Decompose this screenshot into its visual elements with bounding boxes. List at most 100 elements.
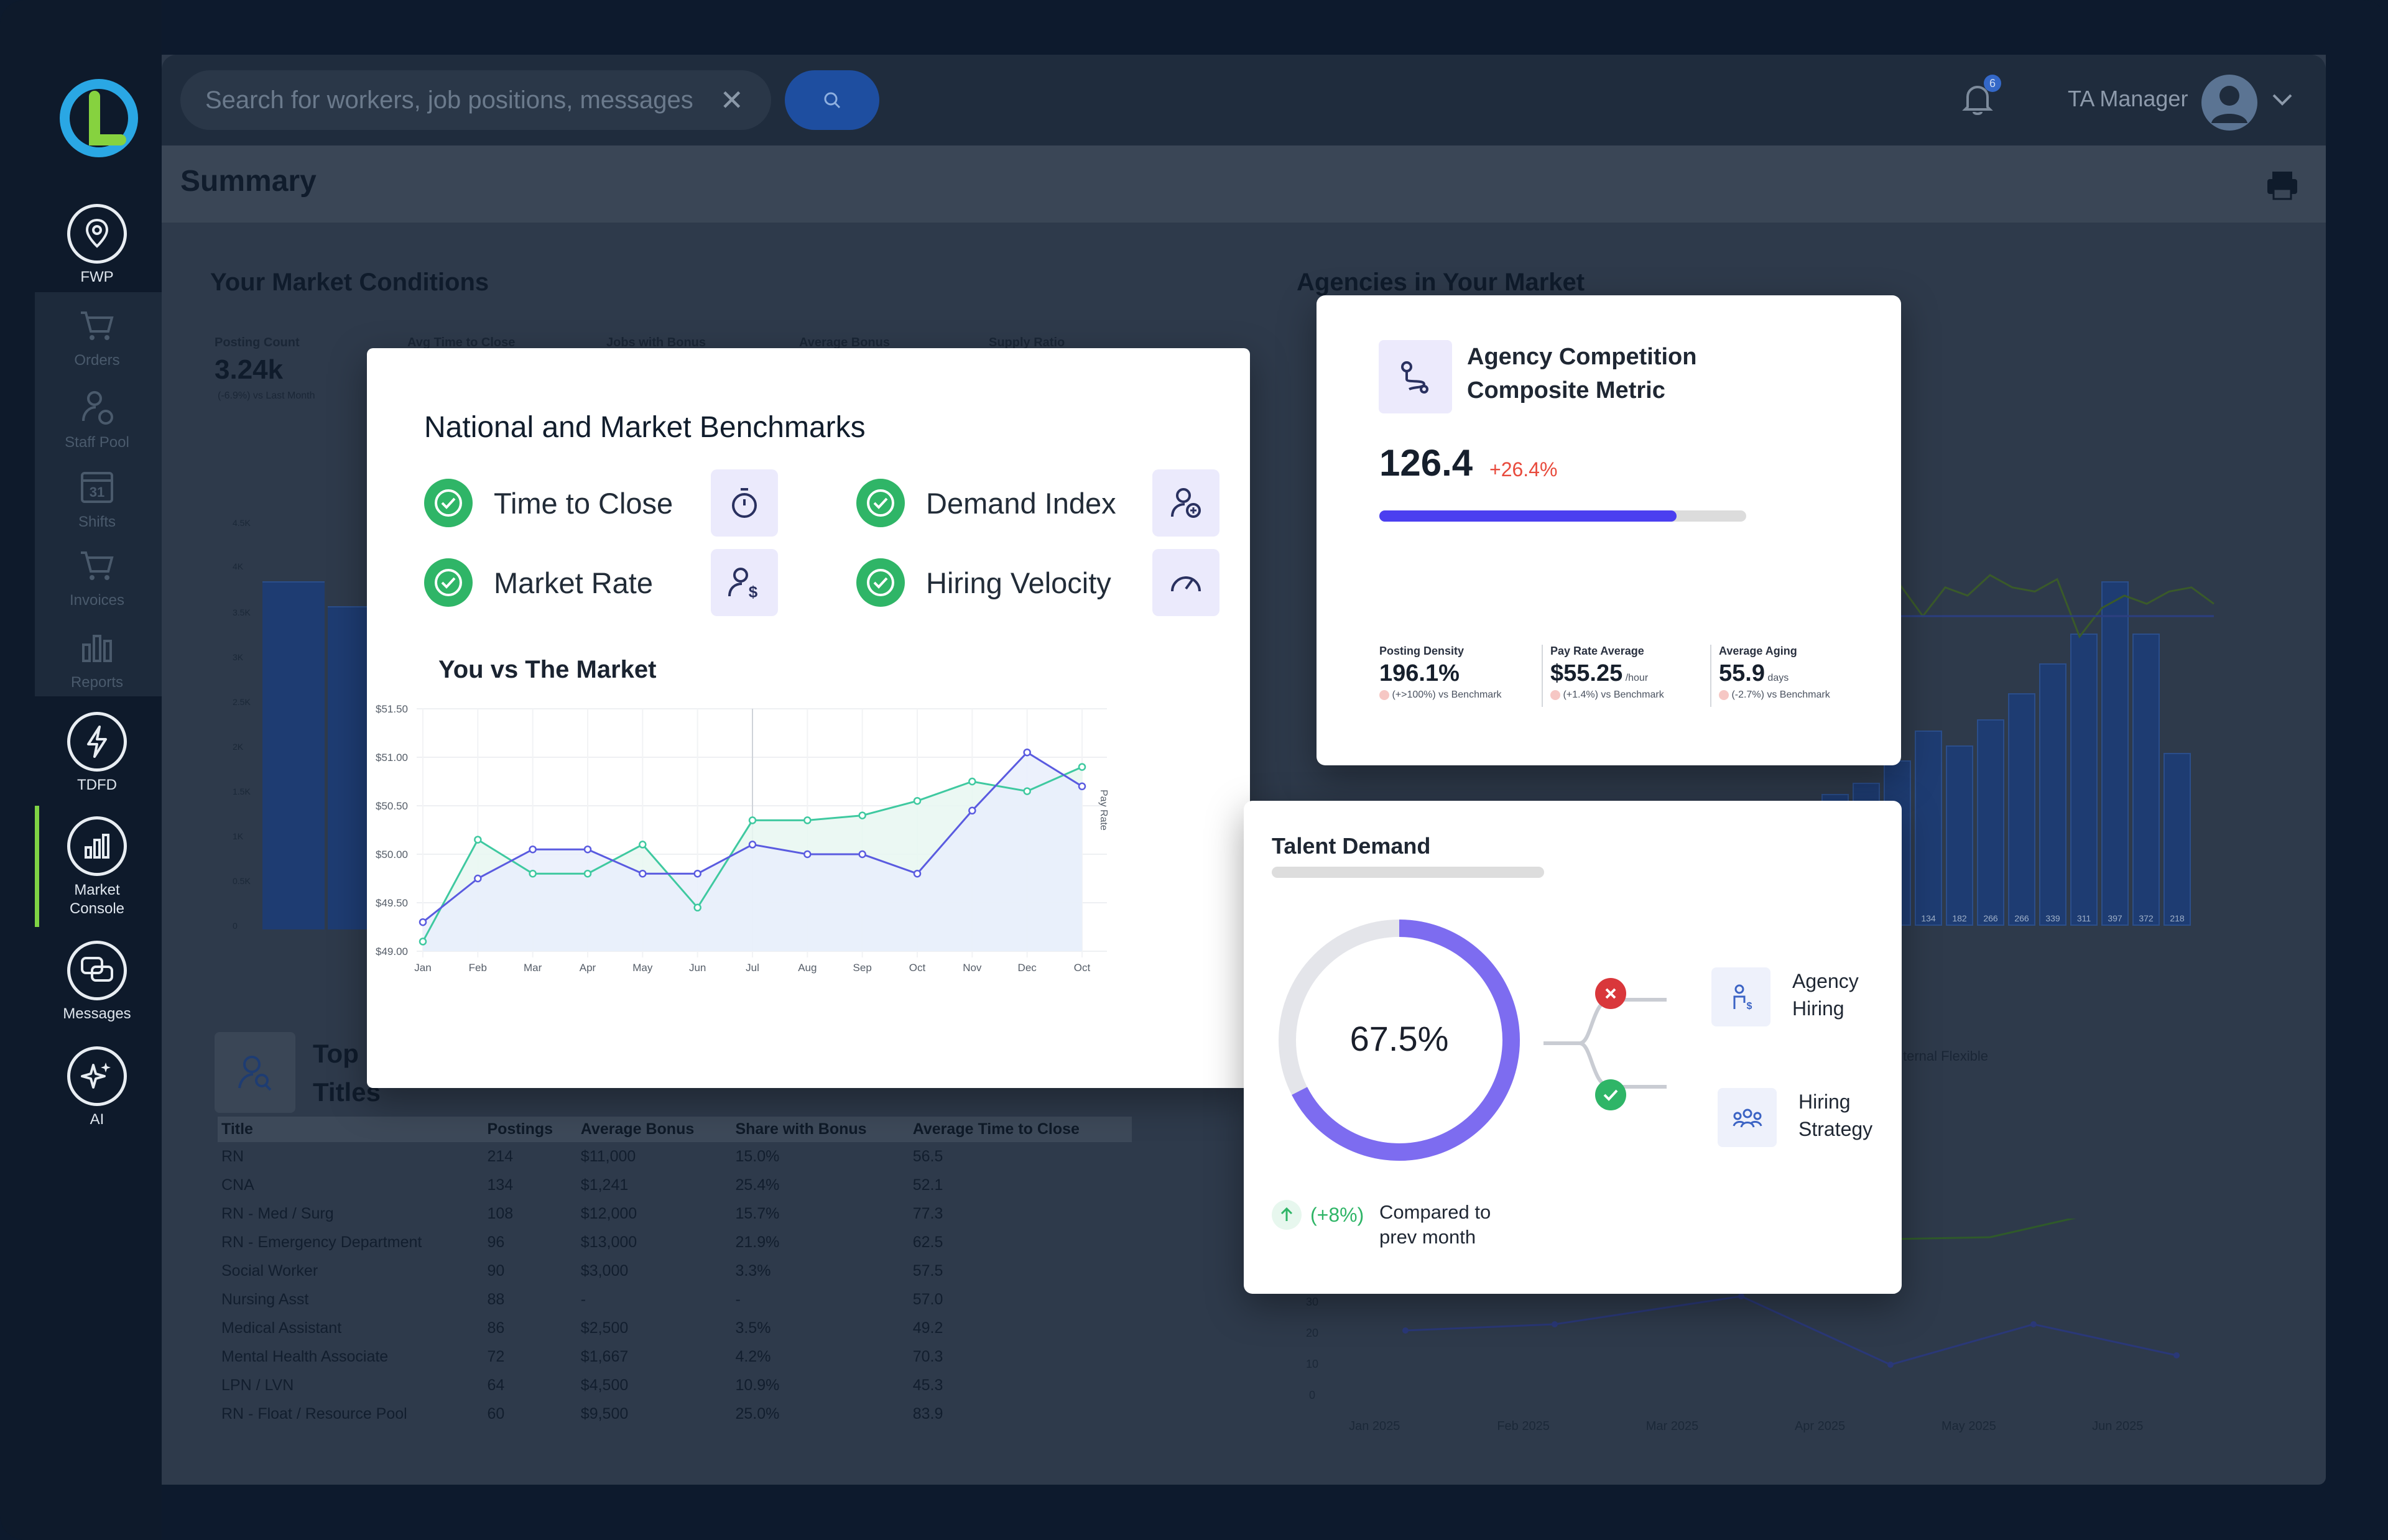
talent-donut bbox=[1279, 920, 1520, 1161]
table-row[interactable]: LPN / LVN 64 $4,500 10.9% 45.3 bbox=[218, 1371, 1132, 1399]
search-input[interactable]: Search for workers, job positions, messa… bbox=[180, 70, 771, 130]
stopwatch-icon bbox=[711, 469, 778, 537]
bg-point bbox=[2030, 1321, 2037, 1327]
table-row[interactable]: RN - Emergency Department 96 $13,000 21.9% 6… bbox=[218, 1228, 1132, 1256]
active-indicator bbox=[35, 806, 39, 927]
kpi-label: Jobs with Bonus bbox=[606, 336, 706, 349]
benchmark-item[interactable]: Time to Close bbox=[424, 479, 673, 527]
nav-orders[interactable]: Orders bbox=[35, 303, 159, 369]
clear-search-icon[interactable]: ✕ bbox=[720, 84, 744, 116]
bell-icon[interactable] bbox=[1959, 81, 1996, 118]
data-point bbox=[474, 836, 482, 844]
top-titles-icon-box bbox=[215, 1032, 295, 1113]
kpi-label: Supply Ratio bbox=[989, 336, 1065, 349]
benchmark-item[interactable]: Demand Index bbox=[856, 479, 1116, 527]
column-header[interactable]: Title bbox=[218, 1117, 484, 1142]
bg-x-label: Jan 2025 bbox=[1349, 1419, 1400, 1433]
table-row[interactable]: CNA 134 $1,241 25.4% 52.1 bbox=[218, 1171, 1132, 1199]
data-point bbox=[639, 841, 647, 849]
stat-block: Pay Rate Average $55.25 /hour (+1.4%) vs … bbox=[1542, 645, 1703, 707]
nav-market-console[interactable]: Market Console bbox=[35, 816, 159, 918]
table-cell: 4.2% bbox=[735, 1348, 771, 1365]
table-row[interactable]: Medical Assistant 86 $2,500 3.5% 49.2 bbox=[218, 1314, 1132, 1342]
bg-bar bbox=[2132, 634, 2160, 926]
table-cell: 49.2 bbox=[912, 1319, 943, 1337]
table-cell: 77.3 bbox=[912, 1205, 943, 1222]
chart-title: You vs The Market bbox=[438, 656, 657, 683]
table-row[interactable]: Nursing Asst 88 - - 57.0 bbox=[218, 1285, 1132, 1314]
bg-green-line bbox=[1877, 574, 2214, 639]
nav-ai[interactable]: AI bbox=[35, 1046, 159, 1128]
nav-reports[interactable]: Reports bbox=[35, 625, 159, 691]
table-row[interactable]: RN - Med / Surg 108 $12,000 15.7% 77.3 bbox=[218, 1199, 1132, 1228]
user-role[interactable]: TA Manager bbox=[2068, 86, 2188, 111]
column-header[interactable]: Average Time to Close bbox=[909, 1117, 1132, 1142]
table-row[interactable]: RN 214 $11,000 15.0% 56.5 bbox=[218, 1142, 1132, 1171]
nav-messages[interactable]: Messages bbox=[35, 941, 159, 1023]
x-tick-label: Oct bbox=[909, 962, 926, 974]
compare-line: Compared to bbox=[1379, 1201, 1491, 1223]
chevron-down-icon[interactable] bbox=[2270, 90, 2295, 109]
search-icon bbox=[824, 92, 841, 109]
bg-bar bbox=[2164, 753, 2191, 926]
bg-bar bbox=[1946, 745, 1973, 926]
table-cell: 10.9% bbox=[735, 1376, 780, 1394]
data-point bbox=[858, 850, 866, 859]
nav-tdfd[interactable]: TDFD bbox=[35, 712, 159, 794]
table-cell: 3.5% bbox=[735, 1319, 771, 1337]
printer-icon[interactable] bbox=[2264, 168, 2301, 203]
data-point bbox=[913, 796, 922, 805]
data-point bbox=[748, 841, 757, 849]
bg-x-label: Mar 2025 bbox=[1646, 1419, 1699, 1433]
column-header[interactable]: Postings bbox=[483, 1117, 577, 1142]
down-dot-icon bbox=[1550, 689, 1560, 700]
kpi-value: 3.24k bbox=[215, 354, 284, 385]
nav-invoices[interactable]: Invoices bbox=[35, 543, 159, 609]
table-cell: LPN / LVN bbox=[221, 1376, 294, 1394]
person-plus-icon bbox=[1152, 469, 1219, 537]
top-titles-table: Title Postings Average Bonus Share with … bbox=[218, 1117, 1132, 1428]
table-cell: Social Worker bbox=[221, 1262, 318, 1279]
bg-bar-label: 372 bbox=[2139, 913, 2154, 923]
table-cell: 86 bbox=[487, 1319, 505, 1337]
svg-text:2.5K: 2.5K bbox=[233, 697, 251, 707]
nav-label: Staff Pool bbox=[65, 434, 129, 451]
stat-label: Pay Rate Average bbox=[1550, 645, 1644, 657]
benchmark-item[interactable]: Hiring Velocity bbox=[856, 558, 1111, 607]
stat-value-row: $55.25 /hour bbox=[1550, 660, 1703, 687]
table-row[interactable]: Social Worker 90 $3,000 3.3% 57.5 bbox=[218, 1256, 1132, 1285]
nav-shifts[interactable]: 31 Shifts bbox=[35, 465, 159, 531]
svg-text:$: $ bbox=[749, 583, 758, 601]
table-row[interactable]: Mental Health Associate 72 $1,667 4.2% 70.3 bbox=[218, 1342, 1132, 1371]
speedometer-icon bbox=[1152, 549, 1219, 616]
column-header[interactable]: Average Bonus bbox=[576, 1117, 732, 1142]
benchmarks-title: National and Market Benchmarks bbox=[424, 411, 866, 444]
svg-text:1.5K: 1.5K bbox=[233, 786, 251, 796]
search-button[interactable] bbox=[785, 70, 879, 130]
x-tick-label: Oct bbox=[1074, 962, 1091, 974]
agency-title-line: Composite Metric bbox=[1467, 377, 1665, 403]
svg-text:0.5K: 0.5K bbox=[233, 876, 251, 886]
bg-line bbox=[1405, 1295, 2177, 1366]
x-tick-label: Dec bbox=[1018, 962, 1037, 974]
table-row[interactable]: RN - Float / Resource Pool 60 $9,500 25.0% 8… bbox=[218, 1399, 1132, 1428]
benchmark-label: Market Rate bbox=[494, 566, 653, 599]
app-logo[interactable] bbox=[58, 78, 139, 159]
bg-bar bbox=[328, 606, 368, 929]
bar-chart-icon bbox=[67, 625, 127, 669]
agency-metric-card: Agency Competition Composite Metric 126.… bbox=[1317, 295, 1901, 765]
cart-icon bbox=[67, 543, 127, 587]
nav-fwp[interactable]: FWP bbox=[35, 204, 159, 286]
column-header[interactable]: Share with Bonus bbox=[731, 1117, 909, 1142]
branch-label-line: Hiring bbox=[1798, 1090, 1851, 1113]
y-tick-label: $51.00 bbox=[376, 752, 408, 763]
nav-label: FWP bbox=[80, 269, 114, 285]
data-point bbox=[803, 850, 812, 859]
benchmark-item[interactable]: Market Rate bbox=[424, 558, 653, 607]
svg-text:3K: 3K bbox=[233, 652, 244, 662]
nav-staff-pool[interactable]: Staff Pool bbox=[35, 385, 159, 451]
bg-bar-label: 182 bbox=[1952, 913, 1967, 923]
avatar[interactable] bbox=[2201, 75, 2257, 131]
table-cell: Mental Health Associate bbox=[221, 1348, 389, 1365]
